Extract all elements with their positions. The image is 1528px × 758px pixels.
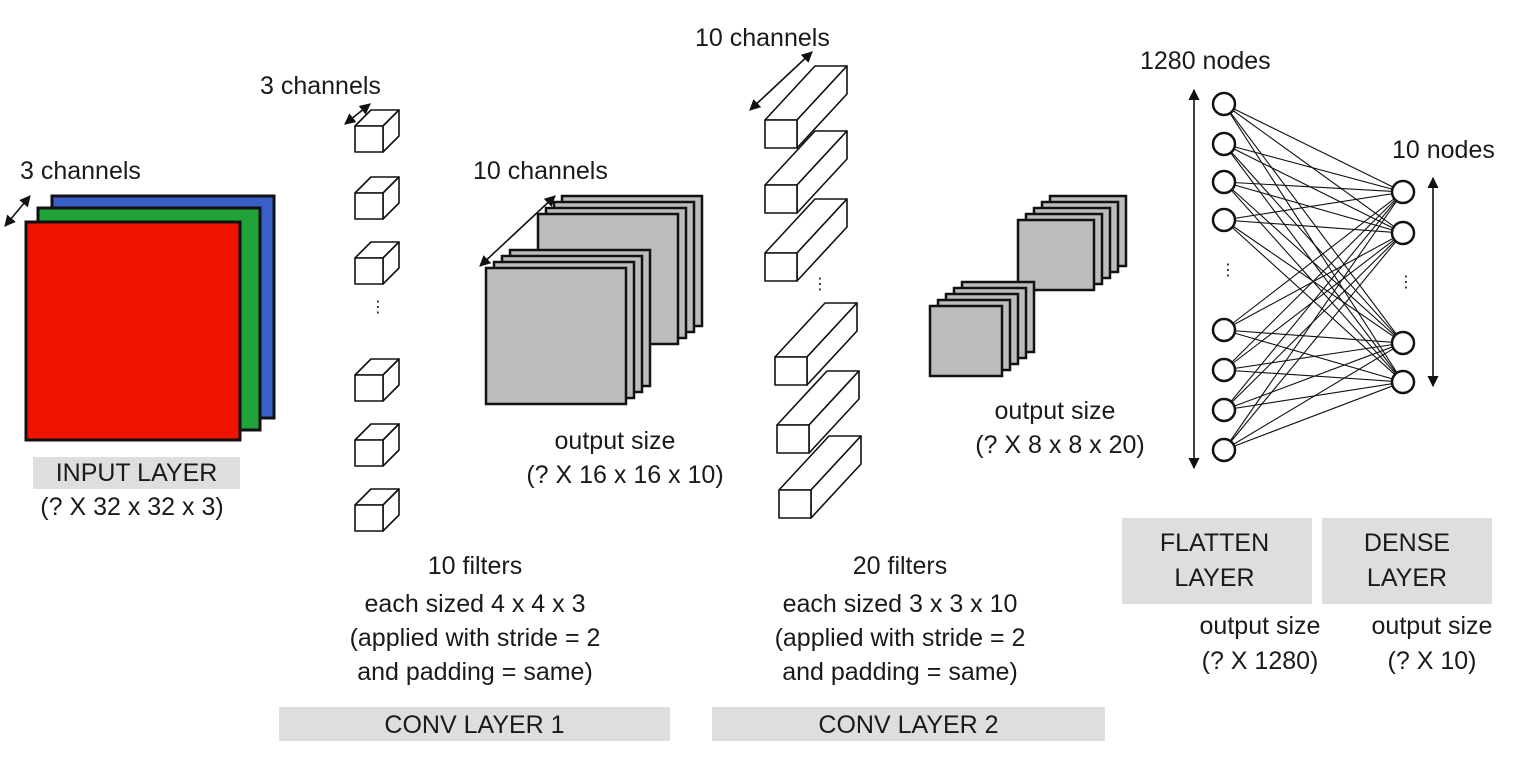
conv2-filter-channels-arrow	[749, 51, 813, 111]
dense-title-line-1: DENSE	[1363, 529, 1451, 557]
conv2-filters-line-3: (applied with stride = 2	[774, 624, 1026, 652]
conv1-filter-cube	[354, 423, 400, 467]
conv2-filter-bar	[774, 302, 858, 386]
conv1-filters-line-4: and padding = same)	[357, 658, 593, 686]
dense-connection	[1223, 342, 1404, 411]
input-layer-title: INPUT LAYER	[55, 459, 218, 487]
conv2-feature-map	[928, 304, 1004, 378]
flatten-title-line-2: LAYER	[1174, 564, 1255, 592]
flatten-node	[1211, 131, 1237, 157]
flatten-node	[1211, 317, 1237, 343]
dense-node	[1390, 220, 1416, 246]
dense-connection	[1223, 329, 1404, 344]
dense-connection	[1223, 181, 1404, 234]
flatten-node-ellipsis: ⋮	[1220, 262, 1236, 279]
dense-connection	[1223, 181, 1404, 344]
conv1-filters-line-3: (applied with stride = 2	[349, 624, 601, 652]
dense-connection	[1223, 191, 1404, 371]
input-channels-arrow	[4, 195, 31, 227]
conv2-title-box	[712, 707, 1105, 741]
conv1-filter-ellipsis: ⋮	[370, 299, 386, 316]
dense-connection	[1223, 342, 1404, 371]
dense-connection	[1223, 191, 1404, 331]
dense-connection	[1223, 219, 1404, 234]
conv1-output-label: output size	[554, 427, 676, 455]
conv1-filter-channels-label: 3 channels	[260, 72, 381, 100]
dense-output-label: output size	[1371, 612, 1493, 640]
conv2-filter-bar	[776, 370, 860, 454]
conv1-filter-cube	[354, 358, 400, 402]
conv2-filters-line-2: each sized 3 x 3 x 10	[782, 590, 1018, 618]
network-nodes	[1211, 91, 1416, 463]
dense-connection	[1223, 103, 1404, 344]
dense-connection	[1223, 143, 1404, 193]
conv1-output-channels-label: 10 channels	[473, 157, 608, 185]
flatten-title-line-1: FLATTEN	[1159, 529, 1270, 557]
conv2-filter-stack	[764, 65, 862, 519]
conv1-filter-stack	[354, 109, 400, 532]
flatten-node	[1211, 357, 1237, 383]
dense-connection	[1223, 381, 1404, 451]
flatten-node	[1211, 91, 1237, 117]
flatten-node	[1211, 397, 1237, 423]
conv1-filter-cube	[354, 488, 400, 532]
conv1-filter-cube	[354, 109, 400, 153]
conv2-output-label: output size	[994, 397, 1116, 425]
conv1-output-channels-arrow	[479, 195, 556, 267]
dense-connection	[1223, 103, 1404, 193]
conv2-output-size: (? X 8 x 8 x 20)	[975, 431, 1145, 459]
conv2-filter-bar	[764, 198, 848, 282]
conv1-title: CONV LAYER 1	[384, 711, 565, 739]
dense-node-ellipsis: ⋮	[1398, 274, 1414, 291]
input-channel-red	[24, 220, 242, 442]
flatten-title-box	[1122, 518, 1312, 604]
flatten-node	[1211, 437, 1237, 463]
flatten-node	[1211, 169, 1237, 195]
conv2-filters-line-4: and padding = same)	[782, 658, 1018, 686]
conv1-filter-channels-arrow	[344, 103, 371, 125]
conv2-filter-bar	[764, 130, 848, 214]
conv1-output-feature-maps	[484, 194, 704, 406]
dense-connection	[1223, 232, 1404, 451]
conv2-filter-ellipsis: ⋮	[812, 276, 828, 293]
flatten-node	[1211, 207, 1237, 233]
conv1-title-box	[279, 707, 670, 741]
dense-connection	[1223, 191, 1404, 411]
conv2-feature-map	[1016, 218, 1096, 292]
dense-connections	[1223, 103, 1404, 451]
conv1-feature-map	[484, 266, 628, 406]
conv2-filters-line-1: 20 filters	[852, 552, 948, 580]
dense-connection	[1223, 143, 1404, 234]
conv2-filter-channels-label: 10 channels	[695, 24, 830, 52]
conv1-filters-line-1: 10 filters	[427, 552, 523, 580]
conv1-filter-cube	[354, 176, 400, 220]
dense-output-size: (? X 10)	[1387, 647, 1477, 675]
input-channels-label: 3 channels	[20, 157, 141, 185]
dense-node	[1390, 179, 1416, 205]
dense-connection	[1223, 181, 1404, 193]
conv2-title: CONV LAYER 2	[818, 711, 999, 739]
conv1-filter-cube	[354, 241, 400, 285]
dense-connection	[1223, 143, 1404, 344]
dense-node	[1390, 330, 1416, 356]
flatten-output-label: output size	[1199, 612, 1321, 640]
conv2-filter-bar	[778, 435, 862, 519]
dense-connection	[1223, 191, 1404, 221]
flatten-nodes-label: 1280 nodes	[1140, 47, 1271, 75]
dense-node	[1390, 369, 1416, 395]
conv1-output-size: (? X 16 x 16 x 10)	[526, 461, 724, 489]
dense-connection	[1223, 191, 1404, 451]
dense-title-box	[1322, 518, 1492, 604]
input-layer-box	[33, 457, 240, 489]
flatten-output-size: (? X 1280)	[1201, 647, 1319, 675]
dense-title-line-2: LAYER	[1366, 564, 1448, 592]
dense-nodes-label: 10 nodes	[1392, 136, 1495, 164]
dense-connection	[1223, 342, 1404, 451]
conv2-output-feature-maps	[928, 194, 1128, 378]
conv1-filters-line-2: each sized 4 x 4 x 3	[364, 590, 586, 618]
input-layer-size: (? X 32 x 32 x 3)	[40, 493, 224, 521]
